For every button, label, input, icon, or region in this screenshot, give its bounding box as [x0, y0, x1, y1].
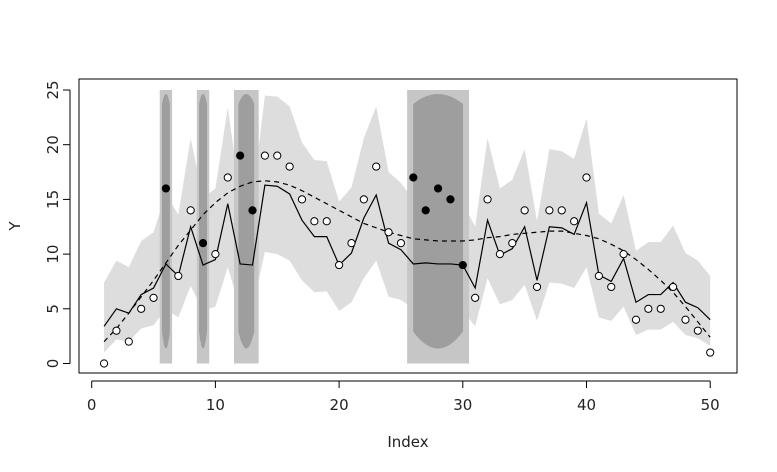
data-point — [124, 337, 133, 346]
data-point — [359, 195, 368, 204]
x-tick-label: 30 — [453, 396, 472, 414]
plot-frame — [78, 78, 738, 374]
flagged-point — [409, 173, 418, 182]
y-tick-label: 0 — [44, 359, 62, 369]
data-point — [681, 315, 690, 324]
flagged-point — [198, 239, 208, 248]
data-point — [545, 206, 554, 215]
data-point — [706, 348, 715, 357]
data-point — [137, 304, 146, 313]
point-layer — [99, 151, 715, 368]
data-point — [644, 304, 653, 313]
line-layer — [103, 180, 711, 343]
flagged-point — [161, 184, 171, 193]
x-axis-title: Index — [387, 433, 428, 451]
x-tick-label: 40 — [577, 396, 596, 414]
data-point — [149, 293, 158, 302]
highlight-region-core — [161, 94, 170, 349]
data-point — [260, 151, 269, 160]
smooth-trend-line — [103, 180, 711, 343]
x-tick-label: 20 — [330, 396, 349, 414]
data-point — [594, 271, 603, 281]
data-point — [656, 304, 665, 313]
highlight-region-core — [238, 94, 255, 349]
highlight-region-core — [199, 94, 207, 349]
data-point — [322, 217, 331, 226]
y-axis: 0 5 10 15 20 25 — [44, 80, 71, 369]
data-point — [631, 315, 641, 324]
y-tick-label: 10 — [44, 245, 62, 264]
data-point — [693, 326, 702, 335]
data-point — [619, 250, 628, 259]
data-point — [557, 206, 566, 215]
x-tick-label: 10 — [206, 396, 225, 414]
flagged-point — [421, 206, 430, 215]
data-point — [335, 260, 344, 270]
data-point — [520, 206, 529, 215]
y-tick-label: 5 — [44, 304, 62, 314]
y-tick-label: 25 — [44, 80, 62, 99]
data-point — [310, 217, 319, 226]
data-point — [384, 228, 393, 237]
data-point — [99, 359, 109, 368]
flagged-point — [433, 184, 443, 193]
data-point — [112, 326, 121, 335]
highlight-region-core — [413, 94, 463, 349]
data-point — [570, 217, 579, 226]
flagged-point — [446, 195, 455, 204]
data-point — [532, 282, 542, 292]
data-point — [273, 151, 282, 160]
data-point — [483, 195, 492, 204]
x-tick-label: 0 — [87, 396, 97, 414]
flagged-point — [236, 151, 245, 160]
data-point — [223, 173, 232, 182]
fitted-line — [103, 184, 711, 327]
y-axis-title: Y — [6, 221, 24, 232]
data-point — [607, 282, 616, 292]
data-point — [211, 250, 220, 259]
data-point — [347, 239, 356, 248]
data-point — [471, 293, 480, 302]
data-point — [668, 282, 678, 292]
y-tick-label: 15 — [44, 190, 62, 209]
data-point — [396, 239, 406, 248]
data-point — [508, 239, 517, 248]
data-point — [372, 162, 381, 171]
y-tick-label: 20 — [44, 135, 62, 154]
x-axis: 0 10 20 30 40 50 — [87, 380, 720, 414]
data-point — [285, 162, 294, 171]
flagged-point — [458, 260, 467, 270]
data-point — [582, 173, 591, 182]
data-point — [495, 250, 505, 259]
flagged-point — [248, 206, 257, 215]
data-point — [186, 206, 195, 215]
data-point — [174, 271, 183, 281]
x-tick-label: 50 — [701, 396, 720, 414]
data-point — [297, 195, 307, 204]
